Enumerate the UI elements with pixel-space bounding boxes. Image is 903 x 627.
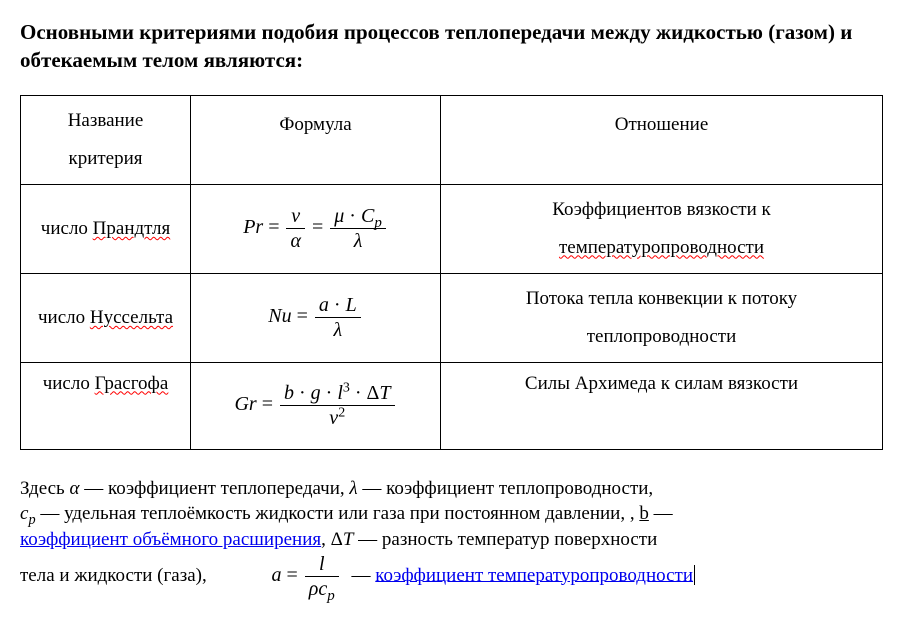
fraction: a · L λ [315, 294, 361, 341]
sym-b: b [284, 382, 294, 404]
cell-name-nusselt: число Нуссельта [21, 273, 191, 362]
ratio-l2: теплопроводности [587, 326, 737, 347]
sym-nu: ν [329, 407, 338, 429]
txt: — разность температур поверхности [353, 529, 657, 550]
col-header-name: Название критерия [21, 95, 191, 184]
sym-lambda: λ [354, 230, 363, 252]
name-spellchecked: Прандтля [93, 218, 171, 239]
sym-sub-p: p [28, 512, 35, 528]
sym-sup-3: 3 [343, 381, 350, 396]
notes-line-3: коэффициент объёмного расширения, ΔT — р… [20, 527, 883, 553]
cell-formula-nusselt: Nu = a · L λ [191, 273, 441, 362]
col-header-name-l1: Название [68, 110, 144, 131]
sym-g: g [311, 382, 321, 404]
frac-num: ν [291, 205, 300, 227]
txt: Здесь [20, 478, 69, 499]
name-plain: число [43, 373, 95, 394]
txt: тела и жидкости (газа), [20, 564, 207, 585]
cell-ratio-grashof: Силы Архимеда к силам вязкости [441, 362, 883, 449]
sym-dot: · [294, 382, 311, 404]
ratio-l1: Потока тепла конвекции к потоку [526, 288, 797, 309]
table-row: число Грасгофа Gr = b · g · l3 · ΔT ν2 [21, 362, 883, 449]
txt: — удельная теплоёмкость жидкости или газ… [36, 503, 640, 524]
document-page: Основными критериями подобия процессов т… [0, 0, 903, 600]
sym-dot: · [329, 294, 346, 316]
col-header-formula-l1: Формула [279, 114, 351, 135]
page-heading: Основными критериями подобия процессов т… [20, 18, 883, 75]
frac-den: α [290, 230, 301, 252]
link-thermal-diffusivity-coefficient[interactable]: коэффициент температуропроводности [375, 564, 693, 585]
txt: — [352, 564, 376, 585]
sym-t: T [343, 529, 354, 550]
formula-a-def: a = l ρcp [272, 553, 341, 600]
sym-b-underlined: b [639, 503, 649, 524]
notes-line-2: cp — удельная теплоёмкость жидкости или … [20, 501, 883, 527]
name-spellchecked: Нуссельта [90, 307, 173, 328]
cell-formula-prandtl: Pr = ν α = μ · Cp λ [191, 184, 441, 273]
fraction: b · g · l3 · ΔT ν2 [280, 382, 395, 429]
sym-rho: ρ [309, 578, 319, 600]
sym-sub-p: p [327, 588, 335, 604]
formula-lhs: Nu [268, 305, 291, 327]
cell-ratio-prandtl: Коэффициентов вязкости к температуропров… [441, 184, 883, 273]
notes-block: Здесь α — коэффициент теплопередачи, λ —… [20, 476, 883, 600]
sym-alpha: α [69, 478, 79, 499]
cell-name-prandtl: число Прандтля [21, 184, 191, 273]
sym-l: l [319, 553, 325, 575]
formula-prandtl: Pr = ν α = μ · Cp λ [243, 216, 388, 238]
txt: — коэффициент теплопроводности, [358, 478, 654, 499]
col-header-ratio: Отношение [441, 95, 883, 184]
sym-sub-p: p [374, 215, 382, 231]
sym-t: T [379, 382, 390, 404]
sym-dot-delta: · Δ [350, 382, 380, 404]
notes-line-4: тела и жидкости (газа), a = l ρcp — коэф… [20, 553, 883, 600]
sym-c: C [361, 205, 374, 227]
ratio-l1: Силы Архимеда к силам вязкости [525, 373, 798, 394]
formula-lhs: Pr [243, 216, 263, 238]
fraction: l ρcp [305, 553, 339, 600]
ratio-l2-spellchecked: температуропроводности [559, 237, 764, 258]
formula-nusselt: Nu = a · L λ [268, 305, 362, 327]
sym-c: c [318, 578, 327, 600]
col-header-name-l2: критерия [68, 148, 142, 169]
formula-grashof: Gr = b · g · l3 · ΔT ν2 [234, 393, 396, 415]
col-header-ratio-l1: Отношение [615, 114, 709, 135]
cell-name-grashof: число Грасгофа [21, 362, 191, 449]
name-plain: число [41, 218, 93, 239]
cell-ratio-nusselt: Потока тепла конвекции к потоку теплопро… [441, 273, 883, 362]
link-expansion-coefficient[interactable]: коэффициент объёмного расширения [20, 529, 321, 550]
table-row: число Нуссельта Nu = a · L λ [21, 273, 883, 362]
text-cursor [694, 565, 695, 586]
fraction: ν α [286, 205, 305, 252]
txt: — коэффициент теплопередачи, [79, 478, 349, 499]
fraction: μ · Cp λ [330, 205, 386, 252]
table-header-row: Название критерия Формула Отношение [21, 95, 883, 184]
sym-dot: · [321, 382, 338, 404]
table-row: число Прандтля Pr = ν α = μ · Cp [21, 184, 883, 273]
sym-l: L [346, 294, 357, 316]
sym-lambda: λ [333, 319, 342, 341]
name-spellchecked: Грасгофа [95, 373, 169, 394]
col-header-formula: Формула [191, 95, 441, 184]
ratio-l1: Коэффициентов вязкости к [552, 199, 770, 220]
notes-line-1: Здесь α — коэффициент теплопередачи, λ —… [20, 476, 883, 502]
sym-sup-2: 2 [338, 406, 345, 421]
name-plain: число [38, 307, 90, 328]
sym-dot: · [344, 205, 361, 227]
formula-lhs: a [272, 564, 282, 586]
sym-lambda: λ [349, 478, 357, 499]
sym-mu: μ [334, 205, 344, 227]
sym-a: a [319, 294, 329, 316]
formula-lhs: Gr [234, 393, 256, 415]
txt: , Δ [321, 529, 343, 550]
txt: — [649, 503, 673, 524]
criteria-table: Название критерия Формула Отношение числ… [20, 95, 883, 450]
cell-formula-grashof: Gr = b · g · l3 · ΔT ν2 [191, 362, 441, 449]
